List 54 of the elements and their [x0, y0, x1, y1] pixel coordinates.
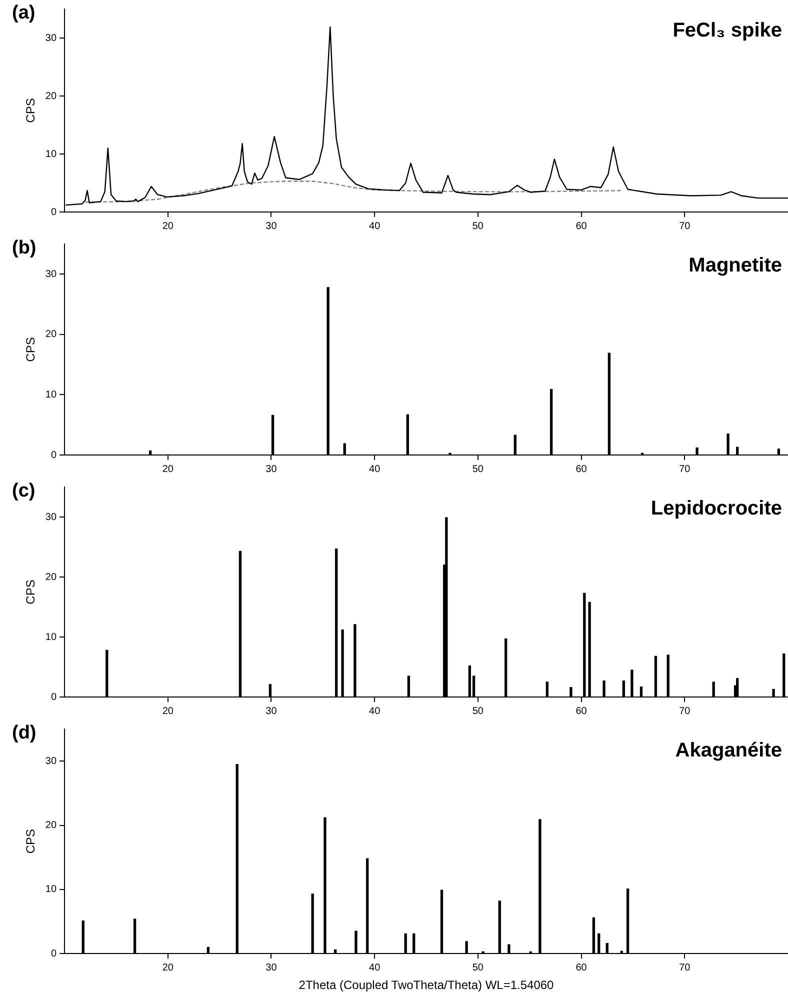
y-tick-label: 30 — [45, 32, 57, 44]
x-tick-label: 20 — [162, 706, 174, 717]
y-tick-label: 20 — [45, 820, 57, 832]
x-tick-label: 20 — [162, 220, 174, 232]
y-tick-label: 0 — [50, 692, 57, 703]
x-tick-label: 50 — [472, 706, 484, 717]
text: Magnetite — [688, 254, 782, 277]
y-axis-title: CPS — [24, 828, 38, 854]
x-tick-label: 30 — [266, 220, 278, 232]
x-tick-label: 50 — [472, 220, 484, 232]
x-tick-label: 20 — [162, 962, 174, 974]
text: (d) — [12, 722, 36, 744]
x-tick-label: 40 — [369, 962, 381, 974]
y-axis-title: CPS — [24, 337, 38, 362]
x-tick-label: 60 — [576, 464, 588, 475]
text: FeCl₃ spike — [672, 20, 782, 42]
x-tick-label: 70 — [679, 464, 691, 475]
x-tick-label: 70 — [679, 706, 691, 717]
y-tick-label: 20 — [45, 329, 57, 340]
x-tick-label: 40 — [369, 706, 381, 717]
x-tick-label: 30 — [266, 464, 278, 475]
x-tick-label: 60 — [576, 220, 588, 232]
x-tick-label: 60 — [576, 706, 588, 717]
x-tick-label: 40 — [369, 220, 381, 232]
y-tick-label: 30 — [45, 268, 57, 280]
y-tick-label: 10 — [45, 884, 57, 896]
text: (a) — [12, 2, 36, 24]
y-tick-label: 10 — [45, 148, 57, 160]
text: Lepidocrocite — [650, 498, 782, 520]
y-tick-label: 0 — [50, 450, 57, 461]
y-tick-label: 30 — [45, 756, 57, 767]
y-tick-label: 20 — [45, 572, 57, 583]
y-tick-label: 10 — [45, 389, 57, 400]
y-tick-label: 0 — [50, 948, 57, 960]
x-tick-label: 20 — [162, 464, 174, 475]
y-tick-label: 30 — [45, 512, 57, 523]
x-tick-label: 50 — [472, 962, 484, 974]
y-tick-label: 10 — [45, 632, 57, 643]
line-series — [84, 180, 624, 203]
y-tick-label: 0 — [50, 206, 57, 218]
y-axis-title: CPS — [24, 580, 38, 604]
x-tick-label: 30 — [266, 706, 278, 717]
x-tick-label: 70 — [679, 962, 691, 974]
x-tick-label: 60 — [576, 962, 588, 974]
text: Akaganéite — [675, 740, 782, 762]
x-axis-title: 2Theta (Coupled TwoTheta/Theta) WL=1.54060 — [298, 978, 554, 992]
text: (b) — [12, 238, 36, 259]
text: (c) — [12, 480, 36, 502]
x-tick-label: 70 — [679, 220, 691, 232]
y-axis-title: CPS — [24, 98, 38, 123]
x-tick-label: 50 — [472, 464, 484, 475]
y-tick-label: 20 — [45, 90, 57, 102]
x-tick-label: 40 — [369, 464, 381, 475]
x-tick-label: 30 — [266, 962, 278, 974]
